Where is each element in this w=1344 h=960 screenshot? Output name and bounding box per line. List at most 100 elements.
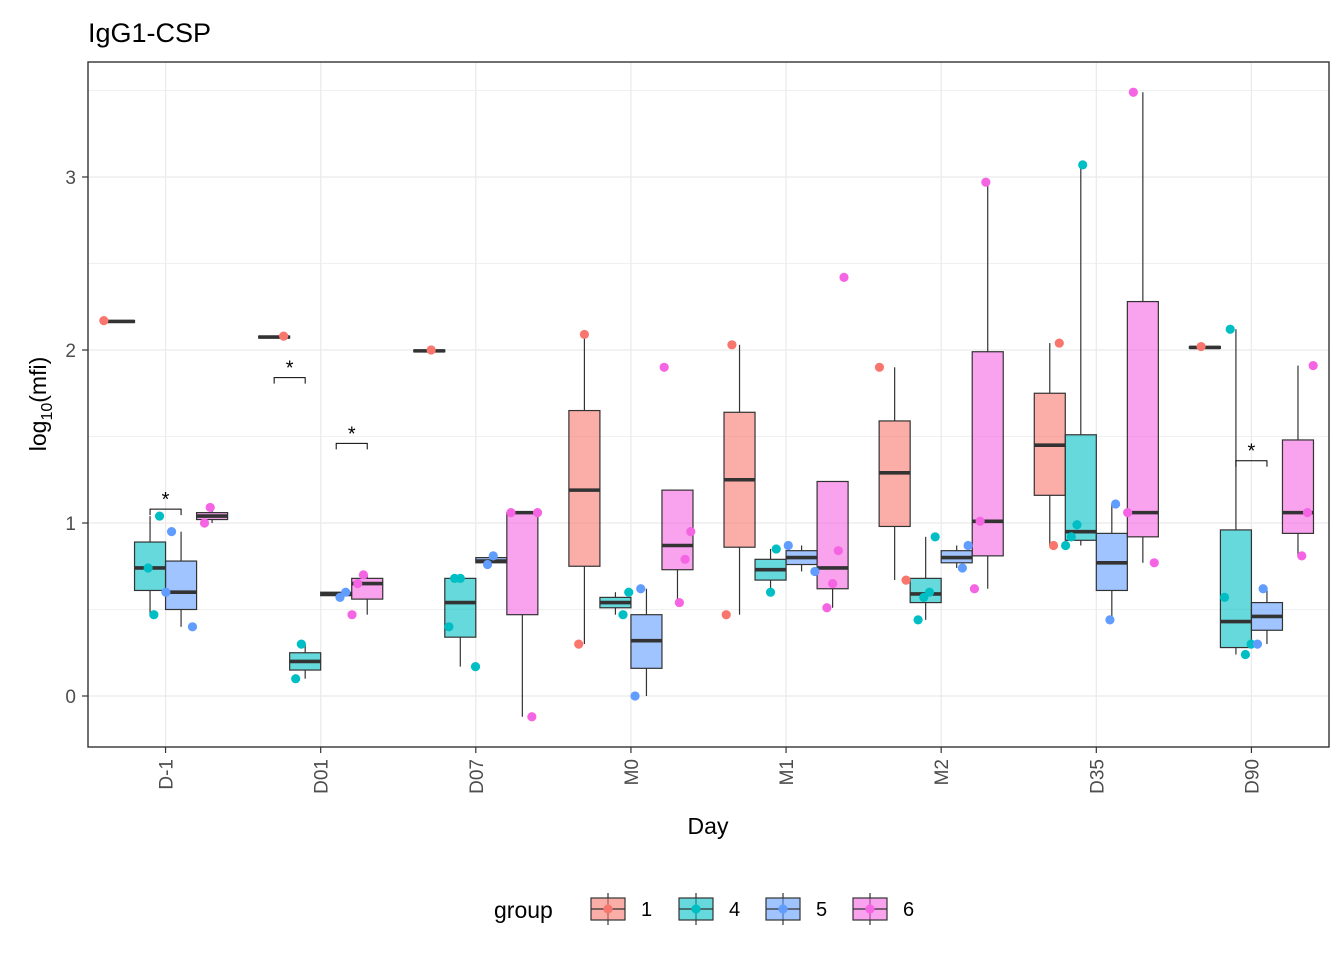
- data-point: [488, 551, 498, 561]
- data-point: [765, 587, 776, 597]
- data-point: [482, 559, 493, 570]
- box: [1281, 439, 1315, 534]
- data-point: [1308, 360, 1318, 371]
- y-axis-title-subscript: 10: [39, 403, 56, 421]
- data-point: [924, 587, 935, 597]
- data-point: [680, 554, 690, 564]
- box-group-5: [630, 588, 663, 696]
- data-point: [187, 622, 198, 632]
- panel-border: [87, 61, 1330, 748]
- box-group-4: [289, 644, 322, 679]
- box-group-4: [909, 536, 942, 620]
- data-point: [296, 639, 306, 649]
- x-tick-label: M1: [777, 759, 798, 785]
- x-tick-label: M2: [932, 759, 953, 785]
- legend-title: group: [494, 897, 553, 923]
- data-point: [969, 584, 980, 594]
- data-point: [822, 603, 832, 613]
- y-tick-label: 1: [65, 514, 76, 535]
- y-tick-label: 2: [65, 341, 76, 362]
- data-point: [636, 584, 646, 594]
- box: [1126, 300, 1159, 538]
- data-point: [674, 597, 684, 608]
- box-group-5: [940, 545, 973, 568]
- data-point: [1128, 87, 1138, 97]
- data-point: [624, 587, 634, 597]
- data-point: [721, 610, 731, 620]
- data-point: [981, 177, 991, 187]
- significance-bracket: [335, 442, 368, 450]
- box-group-1: [568, 334, 601, 645]
- data-point: [1225, 324, 1235, 334]
- box-group-4: [1219, 329, 1253, 655]
- legend-label: 4: [729, 899, 740, 921]
- data-point: [1105, 615, 1115, 625]
- box-group-4: [599, 592, 632, 615]
- data-point: [444, 622, 454, 632]
- box-group-6: [506, 510, 539, 717]
- data-point: [1072, 520, 1082, 530]
- data-point: [455, 573, 465, 583]
- data-point: [506, 508, 516, 518]
- data-point: [810, 566, 820, 577]
- data-point: [1252, 639, 1263, 649]
- box-group-4: [1064, 164, 1097, 546]
- data-point: [975, 516, 985, 526]
- box-group-6: [816, 480, 849, 608]
- data-point: [1123, 508, 1133, 518]
- data-point: [199, 518, 210, 528]
- data-point: [833, 546, 843, 556]
- data-point: [358, 570, 369, 580]
- legend-label: 5: [816, 899, 827, 921]
- significance-label: *: [162, 489, 170, 511]
- significance-label: *: [348, 423, 356, 445]
- significance-bracket: [273, 377, 306, 384]
- legend-key-point: [865, 904, 875, 914]
- x-axis-title: Day: [688, 813, 729, 839]
- chart-title: IgG1-CSP: [88, 18, 211, 48]
- y-axis-title: log10(mfi): [25, 357, 56, 451]
- data-point: [579, 329, 590, 340]
- legend: group 1 4 5 6: [494, 893, 914, 925]
- x-tick-label: D01: [312, 759, 333, 794]
- data-point: [99, 315, 109, 326]
- data-point: [143, 563, 153, 573]
- data-point: [470, 661, 481, 672]
- data-point: [1111, 499, 1121, 509]
- data-point: [341, 587, 351, 597]
- box-group-6: [971, 182, 1004, 589]
- box: [164, 560, 198, 611]
- data-point: [1258, 584, 1268, 594]
- data-point: [347, 610, 357, 620]
- y-axis-title-base: log: [25, 421, 51, 452]
- significance-bracket: [149, 508, 182, 516]
- x-tick-label: D07: [467, 759, 488, 794]
- box-group-4: [754, 548, 787, 593]
- point-layer: [99, 87, 1318, 722]
- legend-key-point: [778, 904, 788, 914]
- data-point: [783, 540, 793, 551]
- data-point: [527, 712, 537, 722]
- data-point: [828, 578, 838, 589]
- data-point: [205, 502, 215, 513]
- x-tick-label: M0: [622, 759, 643, 785]
- legend-key-point: [603, 904, 613, 914]
- y-axis-title-argument: (mfi): [25, 357, 51, 403]
- data-point: [291, 674, 301, 684]
- box-group-5: [164, 531, 198, 627]
- y-tick-label: 3: [65, 168, 76, 189]
- data-point: [1246, 639, 1256, 649]
- box-group-1: [723, 344, 756, 615]
- data-point: [957, 563, 968, 573]
- box: [816, 480, 849, 590]
- significance-label: *: [1248, 441, 1256, 463]
- data-point: [659, 362, 669, 372]
- x-tick-label: D-1: [157, 759, 178, 790]
- box: [971, 351, 1004, 557]
- data-point: [353, 578, 363, 589]
- data-point: [1149, 558, 1159, 568]
- data-point: [574, 639, 584, 649]
- legend-key-point: [691, 904, 701, 914]
- data-point: [161, 587, 171, 597]
